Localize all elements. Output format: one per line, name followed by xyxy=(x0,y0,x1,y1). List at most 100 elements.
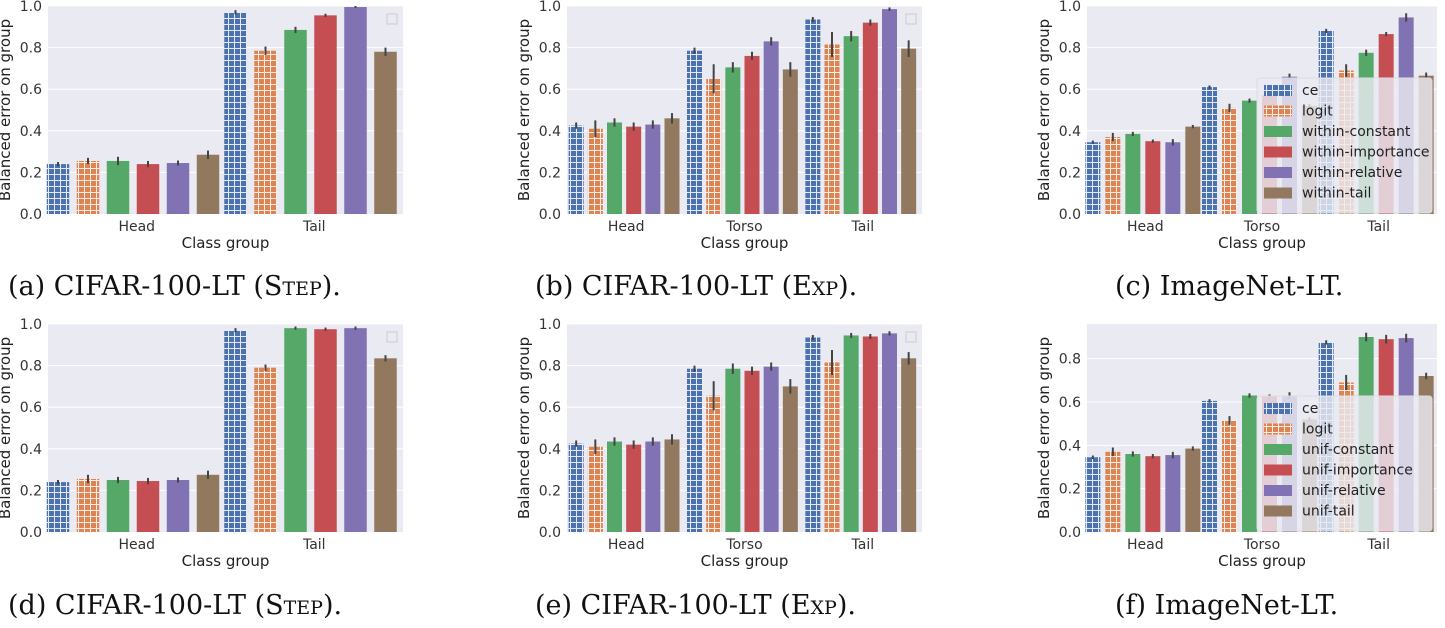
bar xyxy=(1105,137,1121,214)
x-tick-label: Tail xyxy=(1366,219,1390,235)
x-tick-label: Tail xyxy=(1366,537,1390,553)
bar xyxy=(1145,141,1161,214)
y-tick-label: 0.4 xyxy=(539,124,561,140)
legend-box xyxy=(1256,77,1433,214)
y-tick-label: 0.8 xyxy=(1059,352,1081,368)
chart-panel-c: 0.0 0.2 0.4 0.6 0.8 1.0 Balanced error on grou… xyxy=(1035,0,1437,252)
y-tick-label: 0.8 xyxy=(539,359,561,375)
y-tick-label: 0.2 xyxy=(539,165,561,181)
bar xyxy=(1202,400,1217,532)
y-tick-label: 0.4 xyxy=(1059,124,1081,140)
y-tick-label: 0.6 xyxy=(20,400,42,416)
y-tick-label: 0.2 xyxy=(1059,482,1081,498)
bar xyxy=(314,15,337,214)
bar xyxy=(1165,455,1181,532)
caption-a: (a) CIFAR-100-LT (Step). xyxy=(8,271,341,302)
bar xyxy=(46,482,70,532)
bar xyxy=(706,78,722,214)
bar xyxy=(568,443,584,532)
y-tick-label: 1.0 xyxy=(539,317,561,333)
bar xyxy=(744,55,760,214)
x-axis-label: Class group xyxy=(182,234,270,252)
bar xyxy=(664,439,680,532)
bar xyxy=(1185,126,1201,214)
bar xyxy=(1222,420,1237,532)
legend-swatch xyxy=(1264,126,1292,137)
y-tick-label: 0.2 xyxy=(20,165,42,181)
y-tick-label: 0.0 xyxy=(1059,207,1081,223)
bar xyxy=(344,328,367,532)
legend-swatch xyxy=(1264,167,1292,178)
bar xyxy=(687,50,702,214)
legend-swatch xyxy=(1264,505,1292,517)
legend-label: ce xyxy=(1302,401,1318,417)
legend-label: unif-importance xyxy=(1302,463,1413,479)
x-axis-label: Class group xyxy=(1218,234,1306,252)
chart-panel-d: 0.0 0.2 0.4 0.6 0.8 1.0 Balanced error on grou… xyxy=(0,317,403,570)
caption-e: (e) CIFAR-100-LT (Exp). xyxy=(535,590,856,621)
y-tick-label: 0.6 xyxy=(539,82,561,98)
y-axis-label: Balanced error on group xyxy=(515,19,533,201)
bar xyxy=(782,69,798,214)
bar xyxy=(763,41,779,214)
y-tick-label: 0.6 xyxy=(1059,395,1081,411)
legend-swatch xyxy=(1264,485,1292,496)
x-tick-label: Torso xyxy=(1243,537,1280,553)
x-tick-label: Head xyxy=(118,537,155,553)
bar xyxy=(706,395,722,532)
caption-f: (f) ImageNet-LT. xyxy=(1115,590,1339,621)
y-axis-label: Balanced error on group xyxy=(0,337,14,519)
bar xyxy=(1185,448,1201,532)
bar xyxy=(284,328,307,532)
empty-legend-box xyxy=(905,13,917,25)
y-tick-label: 1.0 xyxy=(1059,0,1081,15)
y-tick-label: 0.6 xyxy=(20,82,42,98)
y-tick-label: 0.2 xyxy=(539,483,561,499)
legend-label: within-constant xyxy=(1302,124,1411,140)
y-tick-label: 1.0 xyxy=(539,0,561,15)
legend-label: unif-relative xyxy=(1302,483,1386,499)
x-tick-label: Tail xyxy=(302,219,326,235)
y-tick-label: 0.8 xyxy=(1059,41,1081,57)
bar xyxy=(196,474,220,532)
bar xyxy=(626,126,642,214)
bar xyxy=(782,386,798,532)
bar xyxy=(166,163,190,214)
bar xyxy=(374,358,397,532)
y-tick-label: 0.8 xyxy=(539,41,561,57)
chart-panel-a: 0.0 0.2 0.4 0.6 0.8 1.0 Balanced error on grou… xyxy=(0,0,403,252)
bar xyxy=(106,160,130,214)
y-tick-label: 0.0 xyxy=(1059,525,1081,541)
bar xyxy=(568,125,584,214)
legend-swatch xyxy=(1264,444,1292,455)
x-tick-label: Head xyxy=(118,219,155,235)
bar xyxy=(224,330,247,532)
legend-label: within-relative xyxy=(1302,165,1402,181)
y-tick-label: 0.2 xyxy=(1059,165,1081,181)
x-axis-label: Class group xyxy=(701,552,789,570)
x-tick-label: Torso xyxy=(1243,219,1280,235)
bar xyxy=(1125,133,1141,214)
bar xyxy=(1105,451,1121,532)
bar xyxy=(882,333,897,532)
y-tick-label: 0.0 xyxy=(539,525,561,541)
legend-label: within-importance xyxy=(1302,145,1430,161)
legend-swatch xyxy=(1264,464,1292,476)
bar xyxy=(1085,142,1101,214)
bar xyxy=(901,48,917,214)
bar xyxy=(254,367,277,532)
bar xyxy=(1242,100,1257,214)
bar xyxy=(344,7,367,215)
caption-d: (d) CIFAR-100-LT (Step). xyxy=(8,590,343,621)
x-tick-label: Torso xyxy=(725,537,762,553)
bar xyxy=(166,480,190,532)
chart-panel-b: 0.0 0.2 0.4 0.6 0.8 1.0 Balanced error on grou… xyxy=(515,0,922,252)
x-tick-label: Tail xyxy=(851,537,875,553)
bar xyxy=(1222,107,1237,214)
legend-label: logit xyxy=(1302,104,1333,120)
bar xyxy=(1145,456,1161,532)
bar xyxy=(626,444,642,532)
y-axis-label: Balanced error on group xyxy=(0,19,14,201)
x-tick-label: Tail xyxy=(851,219,875,235)
legend: ce logit unif-constant unif-importance unif-… xyxy=(1256,395,1433,532)
